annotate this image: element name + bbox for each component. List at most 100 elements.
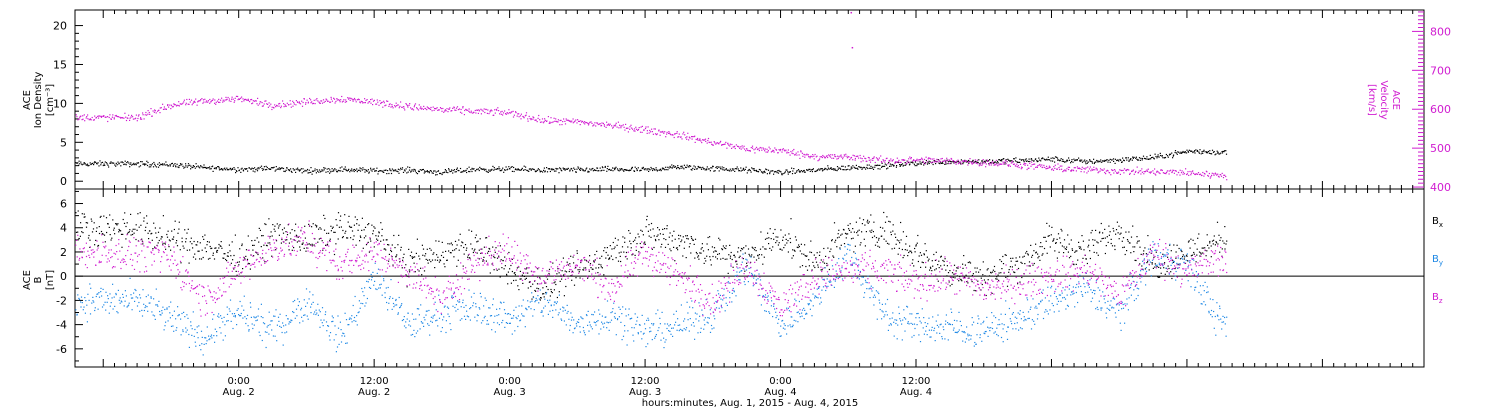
ion-density-points-point <box>1177 151 1179 153</box>
velocity-points-point <box>259 103 261 105</box>
ion-density-points-point <box>492 165 494 167</box>
velocity-points-point <box>637 128 640 131</box>
velocity-points-point <box>255 100 257 102</box>
ion-density-points-point <box>404 170 406 172</box>
velocity-points-point <box>929 157 931 159</box>
by-points-point <box>155 288 157 290</box>
ion-density-points-point <box>353 170 355 173</box>
bx-points-point <box>377 239 379 241</box>
ion-density-points-point <box>511 166 513 168</box>
bx-points-point <box>557 268 559 270</box>
ion-density-points-point <box>518 169 520 171</box>
ion-density-points-point <box>871 167 873 169</box>
bx-points-point <box>836 246 838 248</box>
velocity-points-point <box>1173 172 1175 174</box>
velocity-points-point <box>1120 169 1122 171</box>
bx-points-point <box>248 263 251 265</box>
ion-density-points-point <box>283 170 285 172</box>
bx-points-point <box>443 263 445 265</box>
ion-density-points-point <box>1016 161 1018 163</box>
velocity-points-point <box>398 107 400 109</box>
ion-density-points-point <box>262 169 264 171</box>
bx-points-point <box>195 258 197 260</box>
bx-points-point <box>309 244 312 246</box>
ion-density-points-point <box>903 164 905 166</box>
by-points-point <box>90 287 92 289</box>
ion-density-points-point <box>1210 153 1212 155</box>
velocity-points-point <box>887 163 889 165</box>
velocity-points-point <box>200 99 202 101</box>
ion-density-points-point <box>614 169 616 171</box>
velocity-points-point <box>925 156 927 158</box>
velocity-points-point <box>764 148 766 150</box>
bx-points-point <box>83 216 85 218</box>
bx-points-point <box>570 275 572 277</box>
velocity-points-point <box>837 155 839 157</box>
ion-density-points-point <box>1117 159 1119 161</box>
by-points-point <box>335 351 337 353</box>
bx-points-point <box>107 223 109 225</box>
velocity-points-point <box>437 109 439 111</box>
bx-points-point <box>419 258 421 260</box>
velocity-points-point <box>532 118 534 120</box>
bx-points-point <box>427 259 429 261</box>
ion-density-points-point <box>716 166 718 168</box>
bx-points-point <box>475 234 477 236</box>
ion-density-points-point <box>833 168 835 170</box>
velocity-points-point <box>678 133 680 135</box>
bx-points-point <box>434 267 436 269</box>
bx-points-point <box>176 245 179 247</box>
velocity-points-point <box>701 142 703 144</box>
velocity-points-point <box>470 110 472 112</box>
bx-points-point <box>683 247 685 249</box>
velocity-points-point <box>125 119 128 122</box>
velocity-outlier-point <box>850 11 853 14</box>
ion-density-points-point <box>641 167 644 170</box>
velocity-points-point <box>1043 164 1045 166</box>
bx-points-point <box>772 246 774 248</box>
velocity-points-point <box>261 105 263 107</box>
by-points-point <box>119 302 121 304</box>
by-points-point <box>167 320 169 322</box>
bx-points-point <box>122 233 124 235</box>
velocity-points-point <box>538 114 540 117</box>
bx-points-point <box>860 242 862 244</box>
bx-points-point <box>111 237 113 239</box>
ion-density-points-point <box>1078 157 1080 159</box>
ion-density-points-point <box>769 171 771 173</box>
bx-points-point <box>1061 245 1063 247</box>
bx-points-point <box>127 231 129 234</box>
velocity-points-point <box>1116 171 1118 174</box>
velocity-points-point <box>181 103 183 105</box>
bx-points-point <box>929 266 932 268</box>
bx-points-point <box>550 291 552 293</box>
bx-points-point <box>105 217 108 219</box>
by-points-point <box>315 309 317 311</box>
by-points-point <box>240 315 242 317</box>
velocity-points-point <box>1129 173 1131 175</box>
bx-points-point <box>181 241 183 243</box>
bx-points-point <box>550 288 552 291</box>
bx-points-point <box>353 224 355 226</box>
by-points-point <box>151 311 153 313</box>
velocity-points-point <box>963 160 965 162</box>
by-points-point <box>317 314 319 316</box>
velocity-points-point <box>928 157 930 159</box>
velocity-points-point <box>487 109 489 111</box>
ion-density-points-point <box>238 169 240 171</box>
ion-density-points-point <box>1081 161 1084 163</box>
bx-points-point <box>473 250 475 252</box>
velocity-points-point <box>1051 168 1053 170</box>
ion-density-points-point <box>255 169 257 171</box>
velocity-points-point <box>618 127 620 129</box>
ion-density-points-point <box>1091 162 1094 164</box>
bx-points-point <box>940 255 942 257</box>
bx-points-point <box>897 253 899 255</box>
by-points-point <box>148 302 150 304</box>
ion-density-points-point <box>1075 159 1077 161</box>
velocity-points-point <box>234 97 236 99</box>
velocity-points-point <box>896 161 898 163</box>
by-points-point <box>370 287 372 289</box>
ion-density-points-point <box>291 171 293 173</box>
ion-density-points-point <box>608 168 610 170</box>
